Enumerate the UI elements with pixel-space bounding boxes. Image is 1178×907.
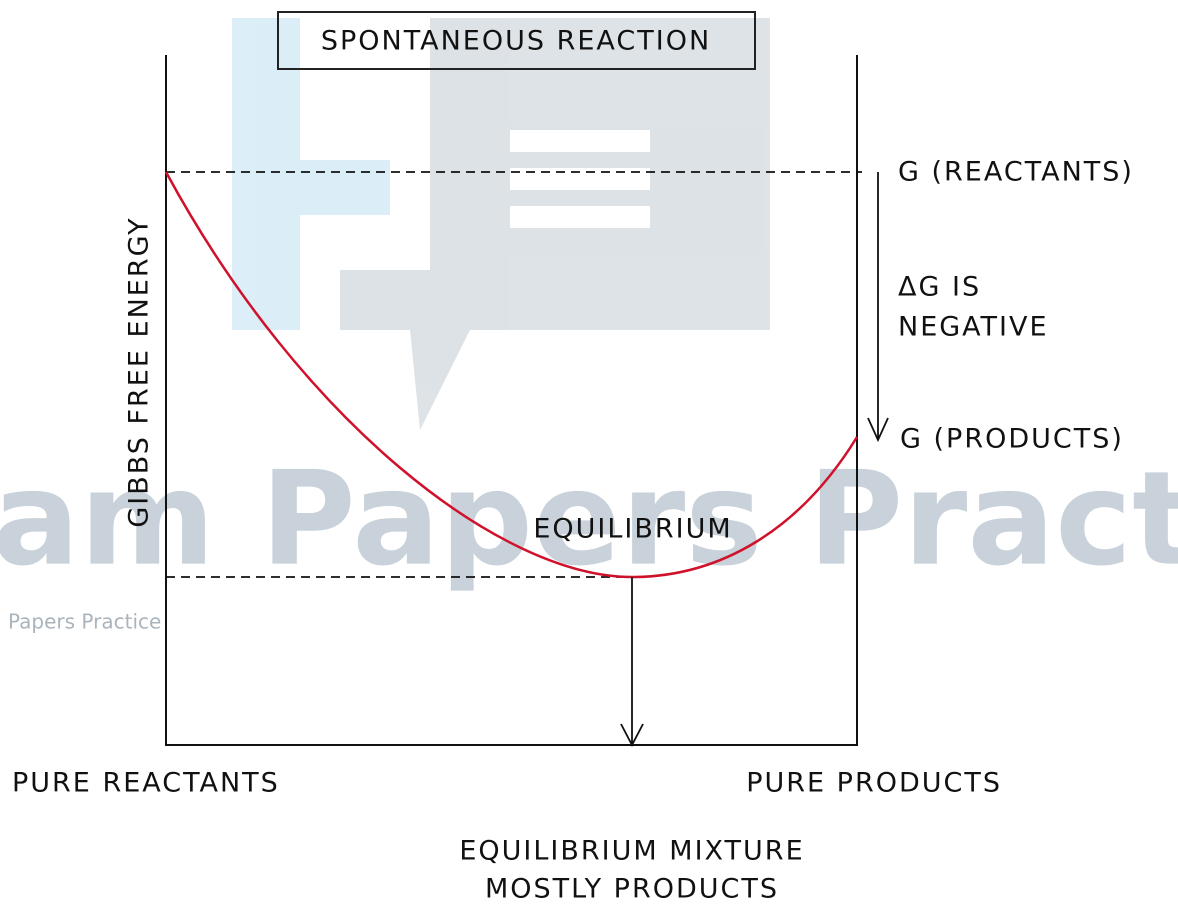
pure-products: PURE PRODUCTS (746, 768, 1002, 799)
y-axis-label: GIBBS FREE ENERGY (124, 216, 155, 527)
mixture-1: EQUILIBRIUM MIXTURE (459, 836, 804, 867)
delta-g-1: ΔG IS (898, 272, 981, 303)
equilibrium-arrow (620, 577, 644, 747)
equilibrium-label: EQUILIBRIUM (533, 514, 732, 545)
gibbs-curve (164, 171, 859, 579)
frame (165, 55, 858, 746)
watermark-logo (232, 18, 770, 430)
delta-g-arrow (867, 172, 889, 443)
title-box (277, 11, 756, 70)
delta-g-2: NEGATIVE (898, 312, 1049, 343)
mixture-2: MOSTLY PRODUCTS (485, 874, 779, 905)
pure-reactants: PURE REACTANTS (12, 768, 280, 799)
watermark-text: am Papers Practice (0, 443, 1178, 595)
g-products: G (PRODUCTS) (900, 424, 1124, 455)
watermark-small: Papers Practice (8, 610, 161, 634)
g-reactants: G (REACTANTS) (898, 157, 1134, 188)
title: SPONTANEOUS REACTION (321, 26, 711, 57)
